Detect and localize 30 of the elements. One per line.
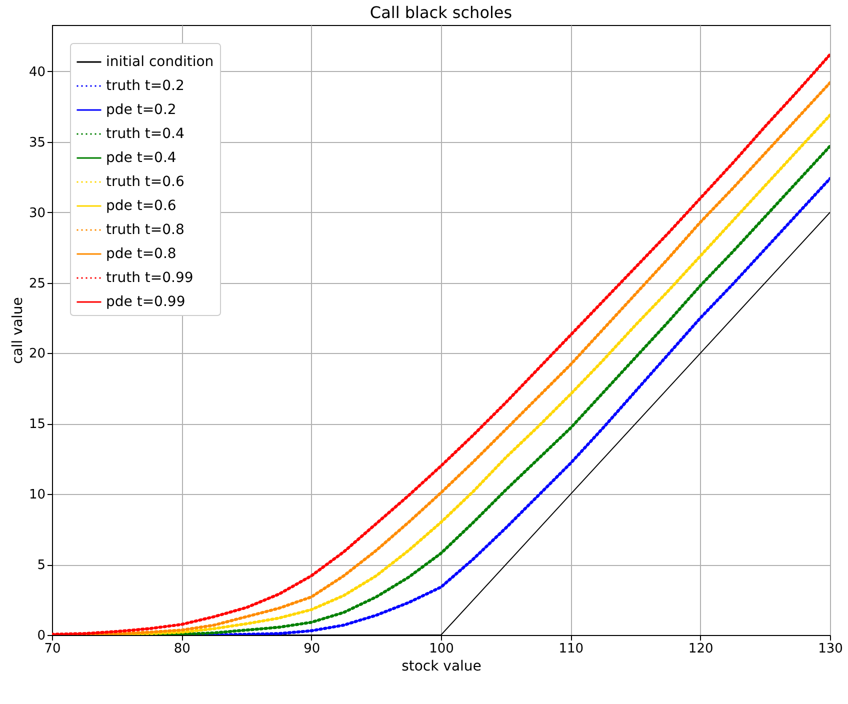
y-tick-label: 15 [28, 417, 46, 432]
x-tick-label: 80 [174, 642, 190, 656]
y-tick-label: 0 [37, 628, 46, 644]
y-tick-label: 25 [28, 276, 46, 292]
y-tick-label: 5 [37, 558, 46, 574]
legend-label: truth t=0.6 [106, 174, 185, 190]
x-tick-label: 100 [429, 642, 454, 656]
y-tick-label: 30 [28, 206, 46, 221]
chart-title: Call black scholes [370, 3, 512, 22]
legend-label: truth t=0.99 [106, 270, 194, 286]
y-axis-title: call value [10, 297, 26, 364]
x-axis-title: stock value [402, 658, 482, 674]
legend-label: pde t=0.99 [106, 294, 186, 310]
legend-label: truth t=0.4 [106, 126, 185, 142]
legend-label: pde t=0.2 [106, 102, 176, 118]
legend-label: truth t=0.8 [106, 222, 184, 238]
legend-label: truth t=0.2 [106, 78, 184, 94]
x-tick-label: 90 [304, 642, 320, 656]
y-tick-label: 35 [28, 135, 46, 150]
legend-label: pde t=0.6 [106, 198, 176, 214]
legend-label: pde t=0.8 [106, 246, 176, 262]
y-tick-label: 40 [28, 64, 46, 80]
legend-label: initial condition [106, 54, 214, 70]
x-tick-label: 120 [688, 642, 714, 656]
legend-label: pde t=0.4 [106, 150, 176, 166]
y-tick-label: 20 [28, 346, 46, 362]
x-tick-label: 110 [558, 642, 584, 656]
y-tick-label: 10 [28, 488, 46, 503]
x-tick-label: 130 [818, 642, 843, 656]
x-tick-label: 70 [44, 642, 61, 656]
